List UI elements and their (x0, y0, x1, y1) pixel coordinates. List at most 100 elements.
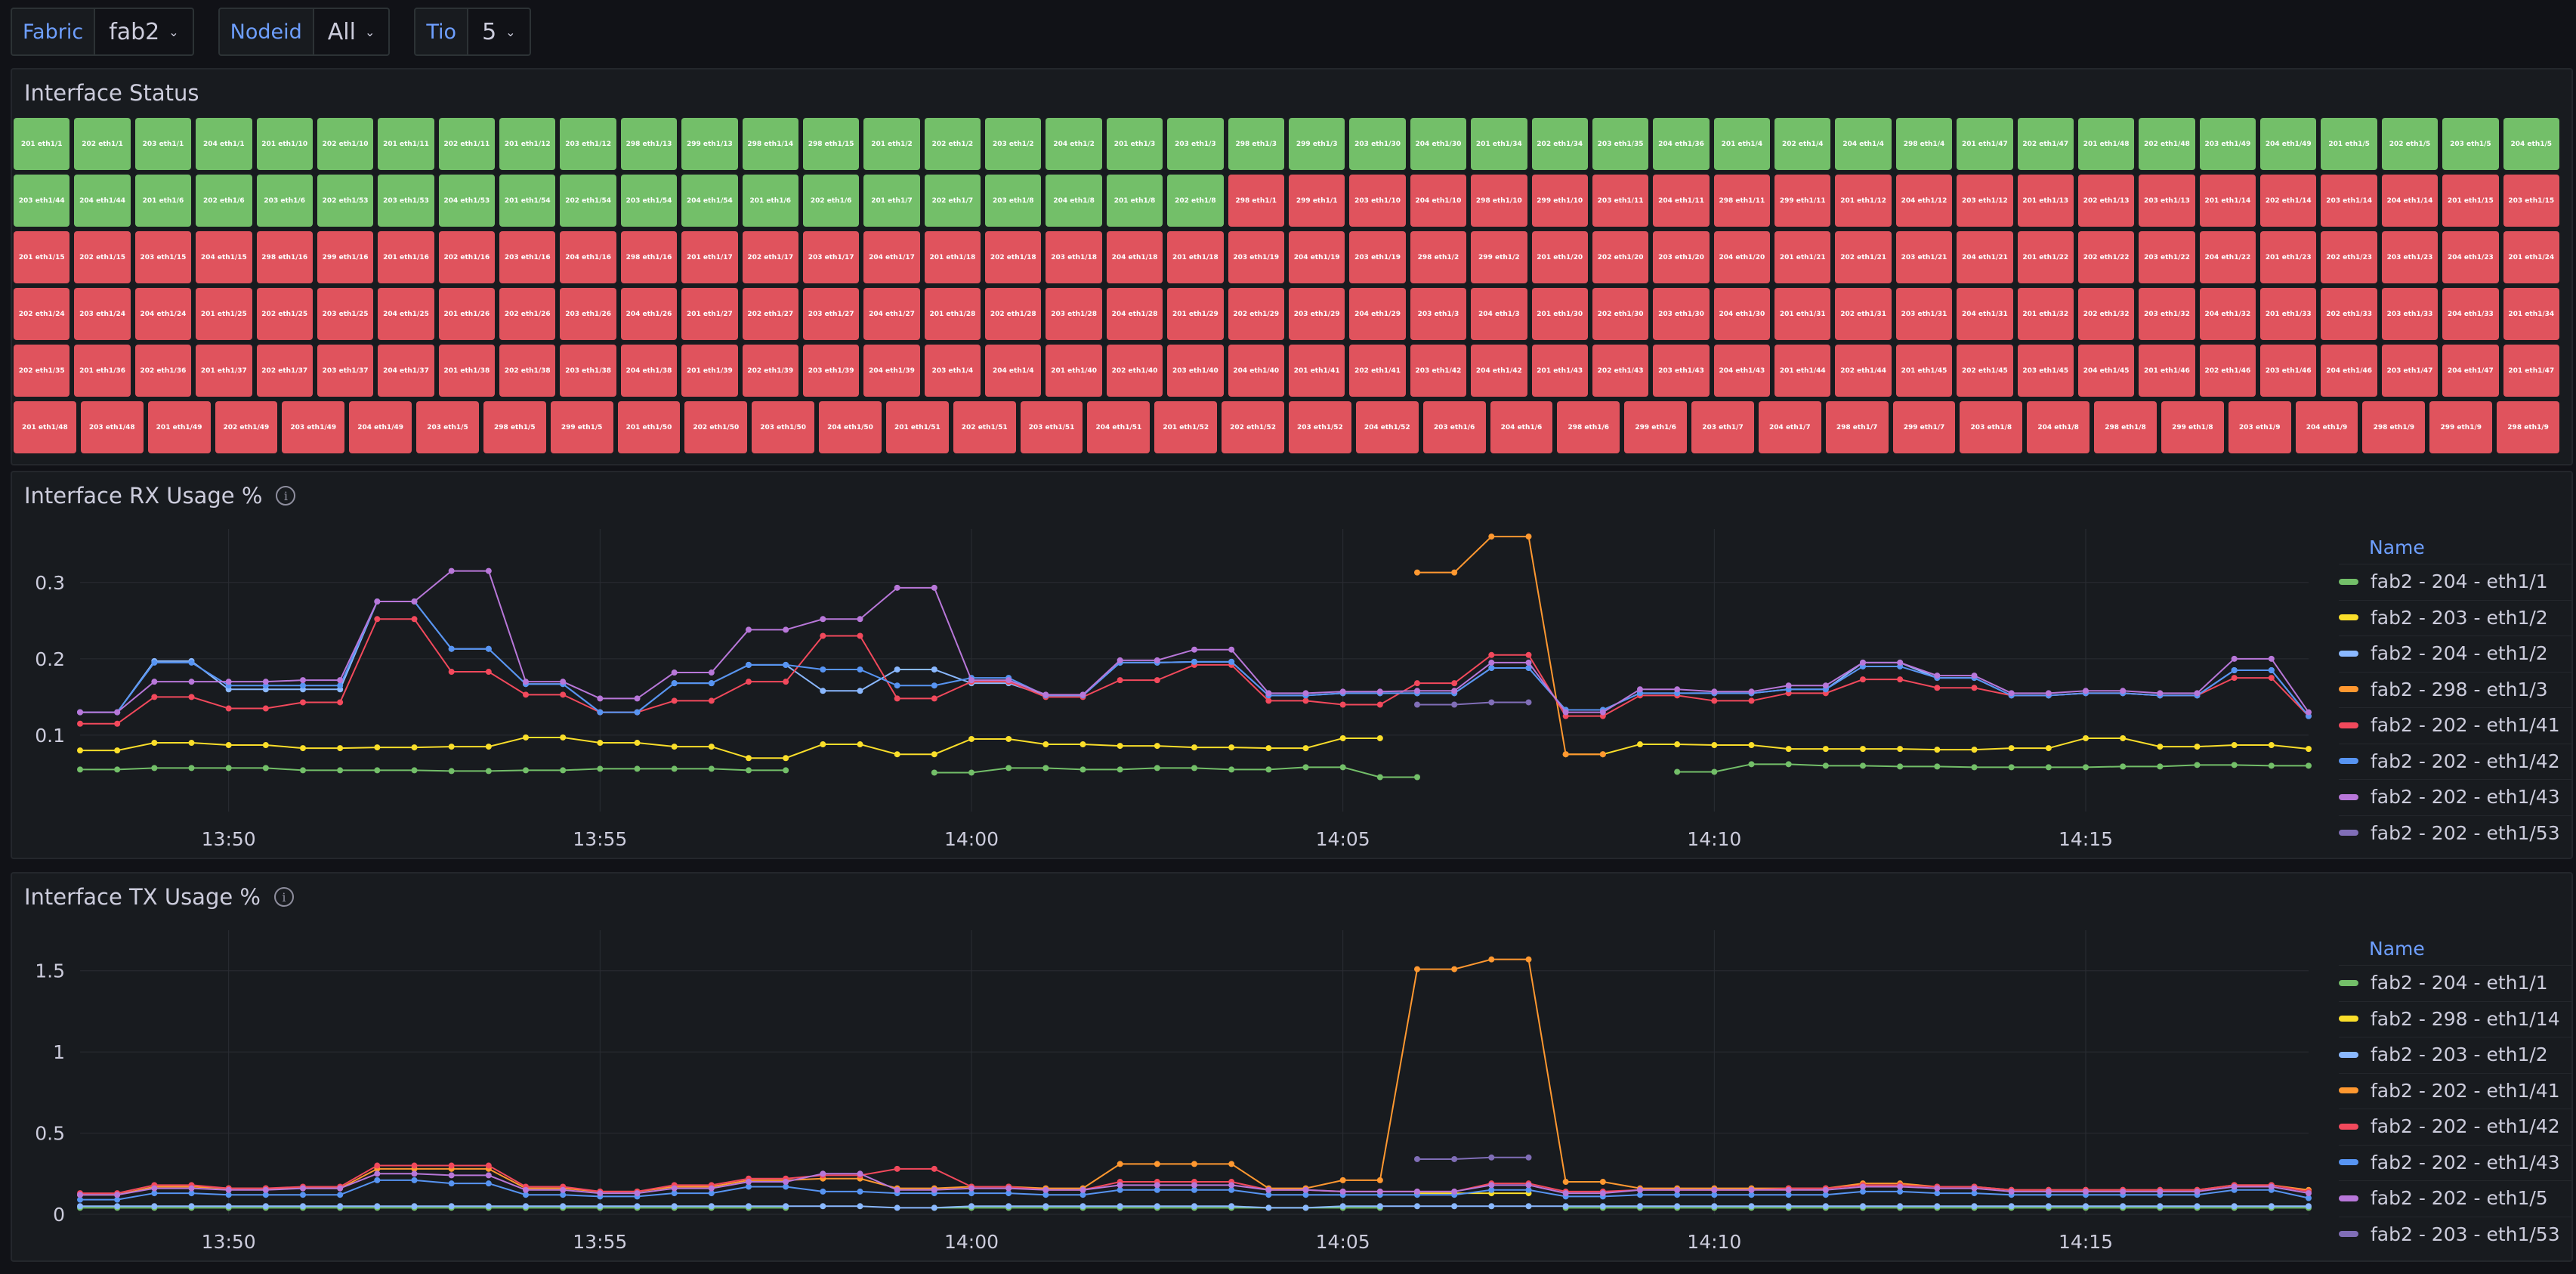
status-cell[interactable]: 201 eth1/15 (14, 231, 70, 283)
legend-item[interactable]: fab2 - 202 - eth1/5 (2339, 1180, 2573, 1215)
status-cell[interactable]: 201 eth1/18 (1167, 231, 1224, 283)
status-cell[interactable]: 201 eth1/2 (863, 118, 920, 170)
status-cell[interactable]: 202 eth1/13 (2077, 175, 2135, 227)
status-cell[interactable]: 204 eth1/50 (819, 401, 882, 453)
status-cell[interactable]: 202 eth1/51 (953, 401, 1016, 453)
status-cell[interactable]: 202 eth1/39 (742, 345, 798, 397)
status-cell[interactable]: 204 eth1/42 (1471, 345, 1527, 397)
legend-item[interactable]: fab2 - 202 - eth1/41 (2339, 1072, 2573, 1108)
status-cell[interactable]: 204 eth1/18 (1106, 231, 1163, 283)
status-cell[interactable]: 299 eth1/16 (317, 231, 374, 283)
status-cell[interactable]: 202 eth1/27 (742, 288, 798, 340)
status-cell[interactable]: 204 eth1/30 (1713, 288, 1771, 340)
status-cell[interactable]: 204 eth1/1 (196, 118, 252, 170)
legend-item[interactable]: fab2 - 203 - eth1/2 (2339, 599, 2573, 635)
status-cell[interactable]: 202 eth1/4 (1774, 118, 1831, 170)
status-cell[interactable]: 201 eth1/31 (1774, 288, 1831, 340)
status-cell[interactable]: 201 eth1/10 (256, 118, 313, 170)
status-cell[interactable]: 204 eth1/28 (1106, 288, 1163, 340)
status-cell[interactable]: 203 eth1/44 (14, 175, 70, 227)
status-cell[interactable]: 204 eth1/26 (620, 288, 678, 340)
status-cell[interactable]: 203 eth1/1 (134, 118, 192, 170)
status-cell[interactable]: 298 eth1/13 (620, 118, 678, 170)
status-cell[interactable]: 298 eth1/11 (1713, 175, 1771, 227)
status-cell[interactable]: 203 eth1/3 (1167, 118, 1224, 170)
status-cell[interactable]: 204 eth1/33 (2442, 288, 2499, 340)
legend-item[interactable]: fab2 - 204 - eth1/1 (2339, 965, 2573, 1000)
status-cell[interactable]: 203 eth1/17 (802, 231, 860, 283)
status-cell[interactable]: 203 eth1/14 (2321, 175, 2377, 227)
status-cell[interactable]: 201 eth1/45 (1895, 345, 1953, 397)
variable-select[interactable]: 5 ⌄ (468, 8, 531, 56)
status-cell[interactable]: 203 eth1/28 (1046, 288, 1102, 340)
status-cell[interactable]: 202 eth1/17 (742, 231, 798, 283)
status-cell[interactable]: 203 eth1/6 (1422, 401, 1486, 453)
status-cell[interactable]: 204 eth1/2 (1046, 118, 1102, 170)
status-cell[interactable]: 202 eth1/21 (1835, 231, 1892, 283)
status-cell[interactable]: 202 eth1/18 (985, 231, 1042, 283)
status-cell[interactable]: 204 eth1/8 (1046, 175, 1102, 227)
info-icon[interactable]: i (273, 887, 294, 907)
status-cell[interactable]: 202 eth1/41 (1349, 345, 1406, 397)
status-cell[interactable]: 203 eth1/29 (1289, 288, 1345, 340)
status-cell[interactable]: 204 eth1/3 (1471, 288, 1527, 340)
status-cell[interactable]: 204 eth1/40 (1228, 345, 1284, 397)
status-cell[interactable]: 204 eth1/27 (863, 288, 920, 340)
status-cell[interactable]: 201 eth1/22 (2017, 231, 2074, 283)
status-cell[interactable]: 203 eth1/43 (1653, 345, 1710, 397)
status-cell[interactable]: 202 eth1/35 (14, 345, 70, 397)
legend-item[interactable]: fab2 - 202 - eth1/42 (2339, 1109, 2573, 1143)
status-cell[interactable]: 201 eth1/32 (2017, 288, 2074, 340)
status-cell[interactable]: 201 eth1/39 (681, 345, 738, 397)
status-cell[interactable]: 203 eth1/24 (74, 288, 131, 340)
status-cell[interactable]: 204 eth1/49 (2260, 118, 2317, 170)
status-cell[interactable]: 299 eth1/10 (1531, 175, 1588, 227)
status-cell[interactable]: 201 eth1/40 (1046, 345, 1102, 397)
status-cell[interactable]: 203 eth1/30 (1653, 288, 1710, 340)
status-cell[interactable]: 204 eth1/12 (1895, 175, 1953, 227)
status-cell[interactable]: 201 eth1/44 (1774, 345, 1831, 397)
status-cell[interactable]: 204 eth1/4 (985, 345, 1042, 397)
status-cell[interactable]: 202 eth1/14 (2260, 175, 2317, 227)
status-cell[interactable]: 204 eth1/36 (1653, 118, 1710, 170)
status-cell[interactable]: 201 eth1/23 (2260, 231, 2317, 283)
status-cell[interactable]: 201 eth1/18 (924, 231, 981, 283)
status-cell[interactable]: 202 eth1/34 (1531, 118, 1588, 170)
status-cell[interactable]: 202 eth1/1 (74, 118, 131, 170)
status-cell[interactable]: 203 eth1/33 (2381, 288, 2439, 340)
status-cell[interactable]: 204 eth1/29 (1349, 288, 1406, 340)
status-cell[interactable]: 201 eth1/48 (2077, 118, 2135, 170)
status-cell[interactable]: 204 eth1/37 (378, 345, 434, 397)
status-cell[interactable]: 201 eth1/36 (74, 345, 131, 397)
status-cell[interactable]: 201 eth1/48 (14, 401, 76, 453)
status-cell[interactable]: 203 eth1/8 (1960, 401, 2023, 453)
status-cell[interactable]: 203 eth1/9 (2228, 401, 2291, 453)
legend-item[interactable]: fab2 - 204 - eth1/2 (2339, 635, 2573, 670)
status-cell[interactable]: 298 eth1/9 (2497, 401, 2559, 453)
status-cell[interactable]: 203 eth1/35 (1592, 118, 1649, 170)
status-cell[interactable]: 202 eth1/36 (134, 345, 192, 397)
status-cell[interactable]: 203 eth1/32 (2139, 288, 2195, 340)
status-cell[interactable]: 201 eth1/21 (1774, 231, 1831, 283)
status-cell[interactable]: 202 eth1/10 (317, 118, 374, 170)
status-cell[interactable]: 203 eth1/52 (1289, 401, 1351, 453)
status-cell[interactable]: 201 eth1/51 (885, 401, 949, 453)
status-cell[interactable]: 201 eth1/38 (438, 345, 496, 397)
status-cell[interactable]: 201 eth1/26 (438, 288, 496, 340)
status-cell[interactable]: 201 eth1/12 (499, 118, 556, 170)
status-cell[interactable]: 204 eth1/52 (1355, 401, 1419, 453)
status-cell[interactable]: 204 eth1/9 (2295, 401, 2358, 453)
status-cell[interactable]: 202 eth1/37 (256, 345, 313, 397)
status-cell[interactable]: 203 eth1/22 (2139, 231, 2195, 283)
legend-item[interactable]: fab2 - 203 - eth1/53 (2339, 1216, 2573, 1251)
status-cell[interactable]: 203 eth1/39 (802, 345, 860, 397)
status-cell[interactable]: 201 eth1/8 (1106, 175, 1163, 227)
legend-item[interactable]: fab2 - 202 - eth1/43 (2339, 779, 2573, 814)
status-cell[interactable]: 202 eth1/15 (74, 231, 131, 283)
status-cell[interactable]: 204 eth1/22 (2199, 231, 2256, 283)
status-cell[interactable]: 201 eth1/50 (617, 401, 681, 453)
status-cell[interactable]: 201 eth1/3 (1106, 118, 1163, 170)
status-cell[interactable]: 204 eth1/5 (2503, 118, 2559, 170)
status-cell[interactable]: 204 eth1/20 (1713, 231, 1771, 283)
status-cell[interactable]: 203 eth1/40 (1167, 345, 1224, 397)
